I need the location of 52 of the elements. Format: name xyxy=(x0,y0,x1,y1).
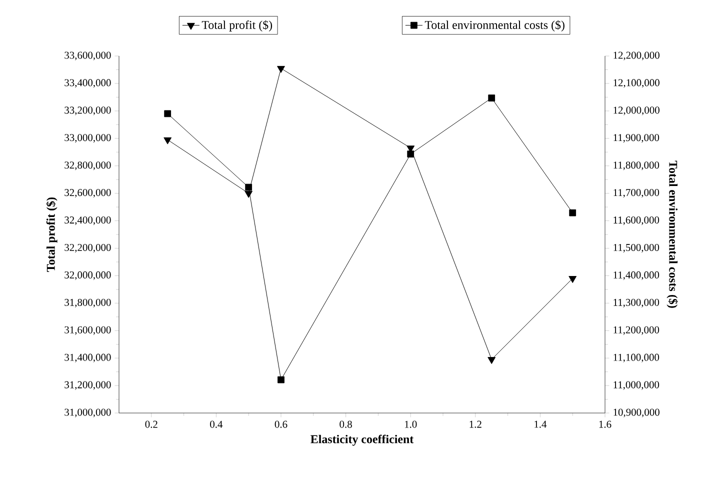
y-tick-label: 31,000,000 xyxy=(64,408,111,418)
y2-tick-label: 11,400,000 xyxy=(614,271,660,280)
point xyxy=(245,184,252,191)
y-tick-label: 32,000,000 xyxy=(64,271,111,280)
y-tick-label: 31,600,000 xyxy=(64,326,111,335)
y2-tick-label: 11,700,000 xyxy=(614,189,660,198)
y2-tick-label: 11,900,000 xyxy=(614,134,660,143)
y-tick-label: 31,400,000 xyxy=(64,354,111,362)
y-axis-title: Total profit ($) xyxy=(46,198,58,272)
x-tick-label: 1.0 xyxy=(404,420,417,428)
x-tick-label: 0.6 xyxy=(274,420,288,428)
y2-tick-label: 12,100,000 xyxy=(614,79,660,88)
x-tick-label: 0.8 xyxy=(340,420,352,428)
y2-tick-label: 12,000,000 xyxy=(614,106,660,116)
point xyxy=(569,209,576,216)
y2-tick-label: 11,600,000 xyxy=(614,216,660,226)
y-tick-label: 33,000,000 xyxy=(64,134,111,143)
y-tick-label: 31,800,000 xyxy=(64,298,111,308)
x-axis-title: Elasticity coefficient xyxy=(310,434,414,446)
y-tick-label: 32,800,000 xyxy=(64,162,111,170)
point xyxy=(568,276,577,283)
y2-tick-label: 10,900,000 xyxy=(614,408,660,418)
point xyxy=(164,110,172,118)
point xyxy=(488,357,496,364)
x-tick-label: 1.6 xyxy=(599,420,612,428)
point xyxy=(244,190,253,198)
y2-tick-label: 11,300,000 xyxy=(614,298,660,308)
x-tick-label: 1.4 xyxy=(534,420,547,428)
y-tick-label: 31,200,000 xyxy=(64,381,111,390)
y-tick-label: 33,400,000 xyxy=(64,79,111,88)
y-tick-label: 32,600,000 xyxy=(64,189,111,198)
y-tick-label: 33,600,000 xyxy=(64,52,111,60)
y-tick-label: 32,200,000 xyxy=(64,244,111,253)
y2-tick-label: 11,500,000 xyxy=(614,244,660,253)
point xyxy=(488,94,496,102)
y2-tick-label: 11,800,000 xyxy=(614,162,660,170)
y-tick-label: 33,200,000 xyxy=(64,106,111,116)
y2-tick-label: 12,200,000 xyxy=(614,52,660,60)
point xyxy=(407,150,414,158)
y2-tick-label: 11,100,000 xyxy=(614,354,660,362)
point xyxy=(277,66,285,73)
y2-axis-title: Total environmental costs ($) xyxy=(666,160,678,308)
y2-tick-label: 11,000,000 xyxy=(614,381,660,390)
y-tick-label: 32,400,000 xyxy=(64,216,111,226)
point xyxy=(164,137,172,144)
x-tick-label: 1.2 xyxy=(470,420,482,428)
point xyxy=(278,376,284,384)
legend-label: Total environmental costs ($) xyxy=(424,20,564,32)
x-tick-label: 0.4 xyxy=(210,420,223,428)
y2-tick-label: 11,200,000 xyxy=(614,326,660,335)
legend-label: Total profit ($) xyxy=(202,20,272,32)
x-tick-label: 0.2 xyxy=(145,420,158,428)
